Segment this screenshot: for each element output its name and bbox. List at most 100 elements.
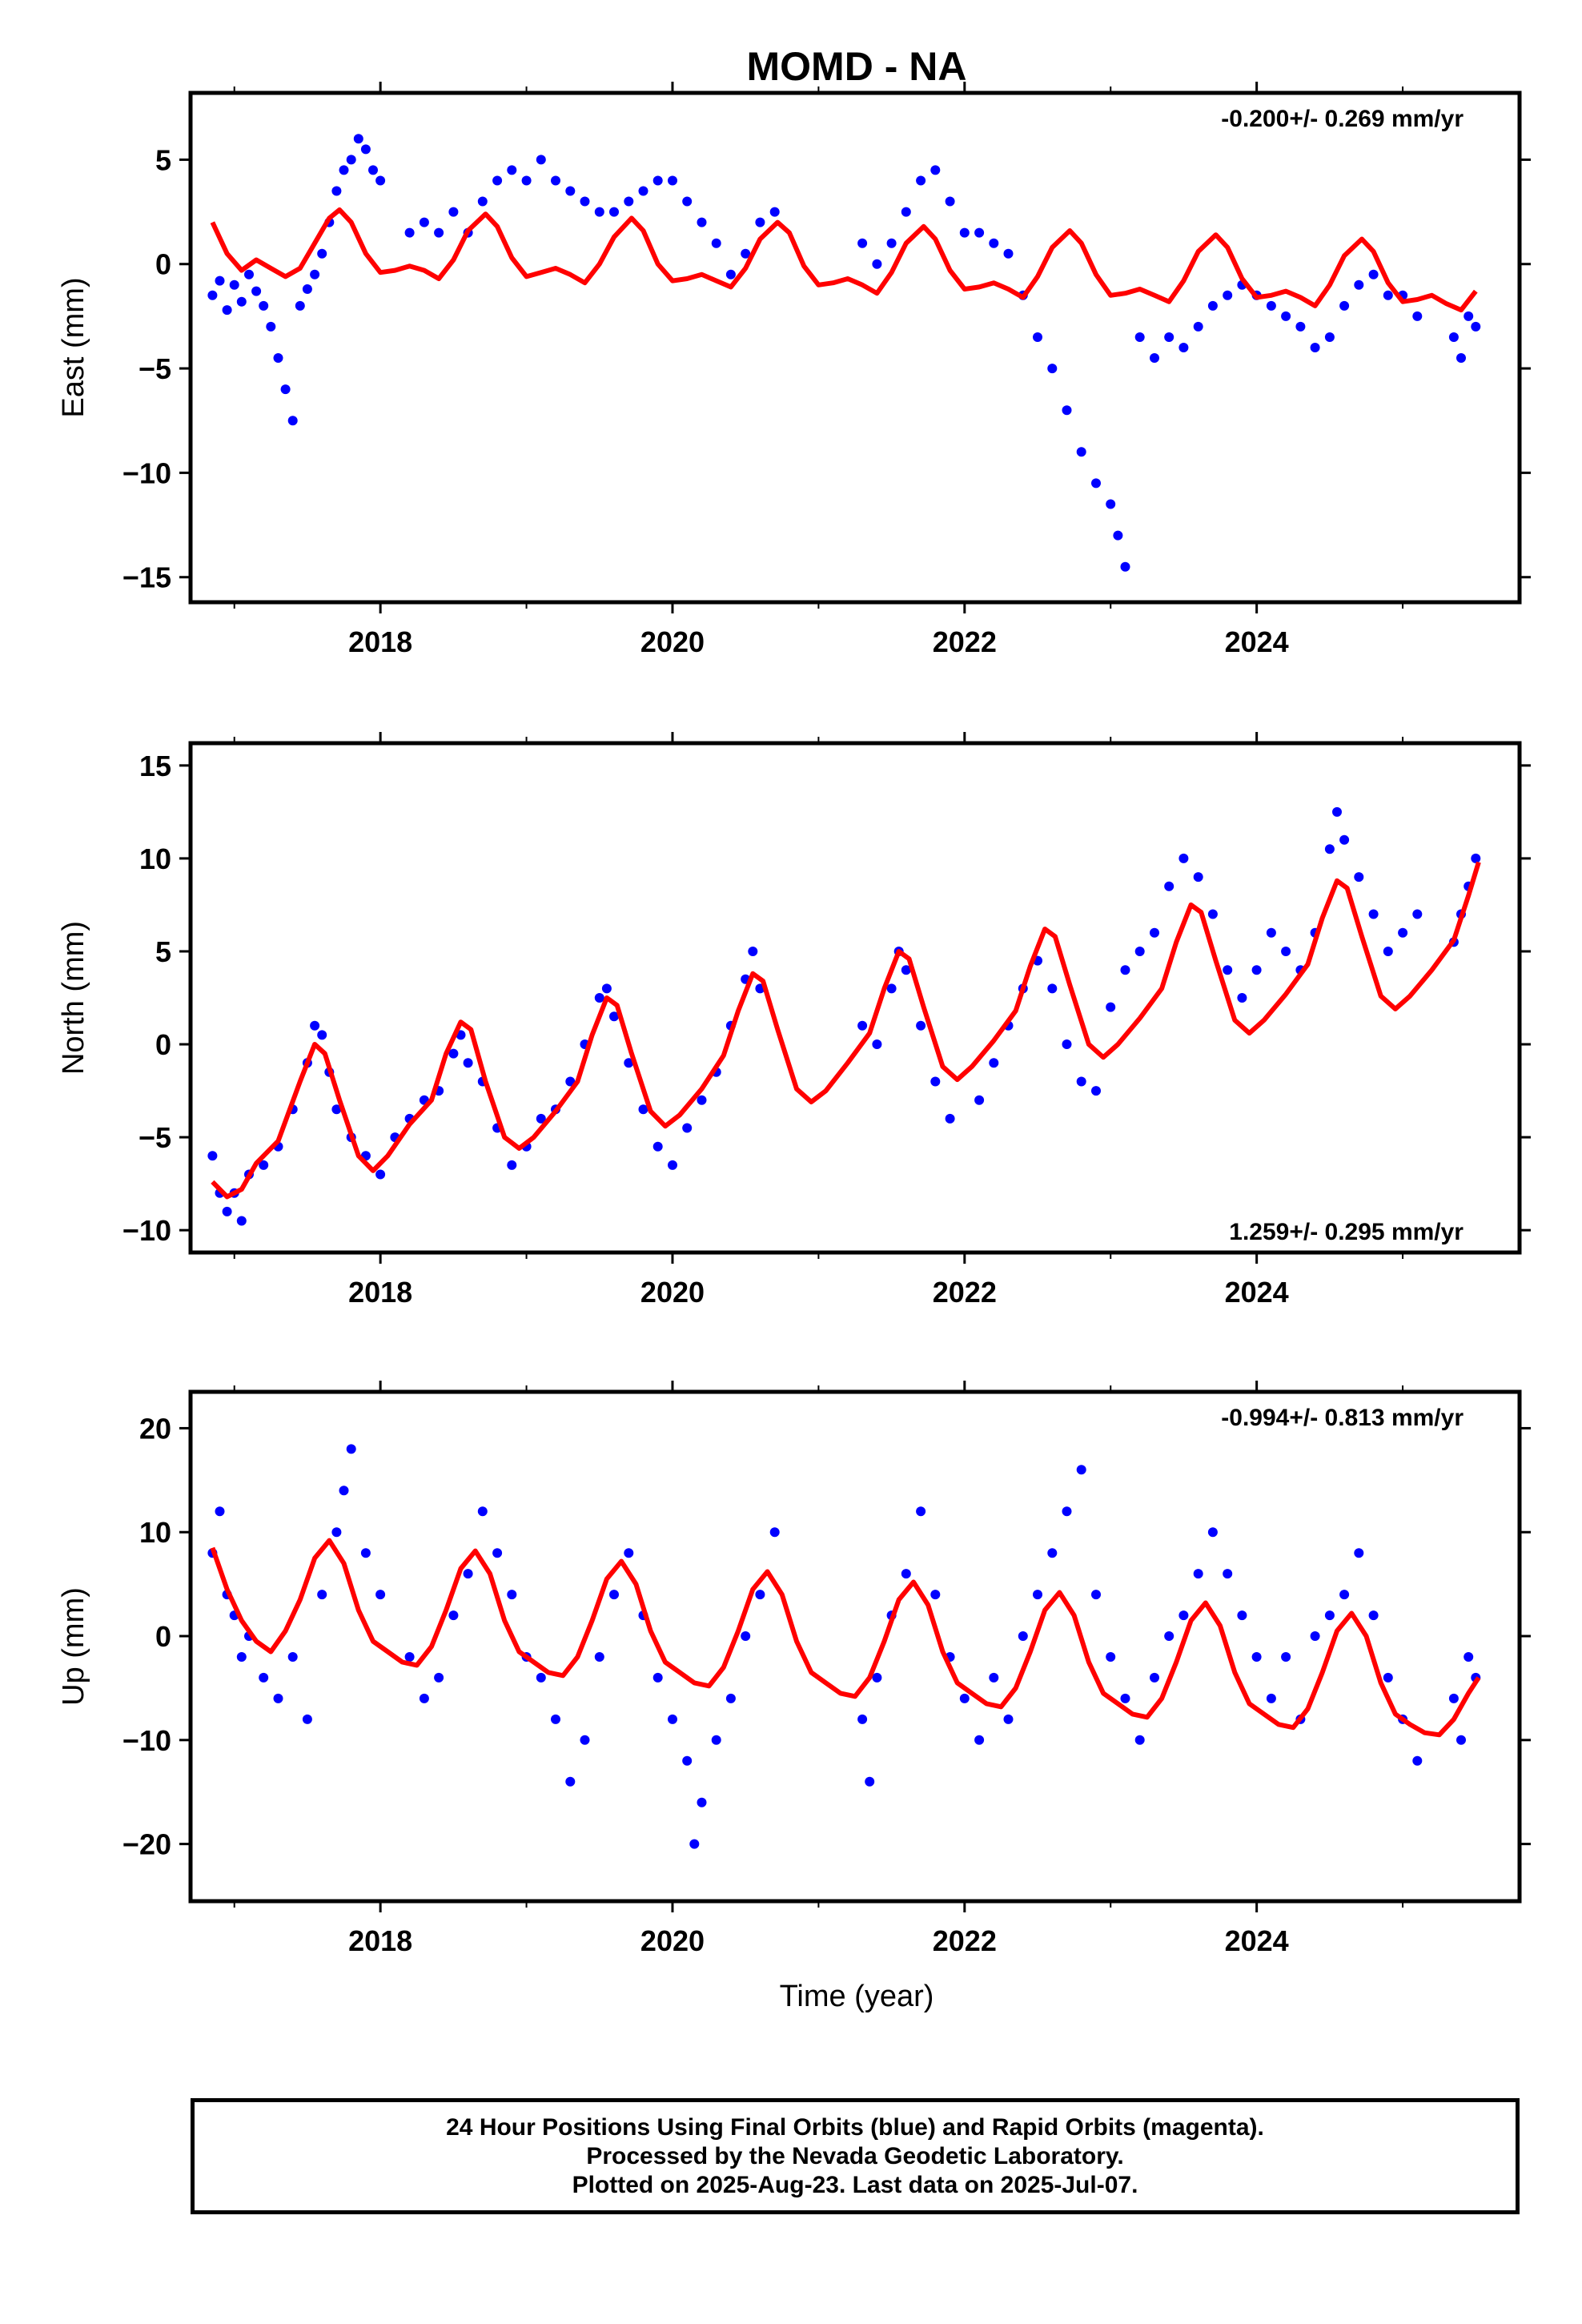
data-point: [609, 1590, 619, 1600]
data-point: [448, 207, 459, 217]
data-point: [638, 186, 648, 196]
data-point: [682, 1755, 693, 1766]
y-tick-label: −10: [122, 456, 171, 489]
data-point: [1310, 1631, 1320, 1641]
data-point: [331, 1104, 342, 1115]
data-point: [1295, 321, 1306, 332]
data-point: [580, 1735, 590, 1745]
y-tick-label: 0: [155, 1620, 171, 1653]
data-point: [492, 1548, 503, 1558]
data-point: [857, 1020, 868, 1031]
data-point: [1018, 1631, 1028, 1641]
data-point: [930, 1590, 941, 1600]
data-point: [1076, 1465, 1086, 1475]
data-point: [273, 353, 283, 363]
data-point: [697, 1797, 707, 1807]
plot-area: [207, 806, 1481, 1226]
data-point: [1456, 1735, 1466, 1745]
data-point: [1047, 364, 1058, 374]
data-point: [1464, 311, 1474, 321]
data-point: [222, 1206, 232, 1216]
data-point: [974, 1095, 985, 1105]
data-point: [652, 175, 663, 186]
data-point: [360, 144, 371, 155]
data-point: [375, 175, 386, 186]
data-point: [434, 1672, 444, 1683]
panels: 5 0 −5 −10 −15 2018 2020 2022 2024 East (mm) -0.20…: [57, 82, 1531, 1957]
data-point: [886, 983, 897, 994]
data-point: [551, 1714, 560, 1724]
data-point: [1207, 300, 1218, 311]
data-point: [989, 238, 999, 248]
x-tick-label: 2020: [640, 1276, 705, 1309]
data-point: [266, 321, 276, 332]
data-point: [1324, 1610, 1335, 1621]
data-point: [1266, 927, 1276, 938]
data-point: [741, 248, 751, 259]
y-tick-label: 0: [155, 1028, 171, 1061]
data-point: [236, 296, 247, 307]
data-point: [668, 175, 677, 186]
data-point: [1266, 1693, 1276, 1703]
data-point: [1134, 1735, 1145, 1745]
data-point: [1193, 872, 1203, 883]
data-point: [339, 1486, 349, 1496]
data-point: [1207, 909, 1218, 919]
data-point: [287, 416, 298, 426]
data-point: [1281, 947, 1291, 956]
velocity-rate-label: -0.994+/- 0.813 mm/yr: [1221, 1405, 1464, 1431]
data-point: [1091, 1086, 1101, 1096]
data-point: [682, 1123, 693, 1133]
data-point: [1354, 279, 1364, 290]
data-point: [1354, 1548, 1364, 1558]
data-point: [215, 1506, 225, 1517]
footer-line-3: Plotted on 2025-Aug-23. Last data on 202…: [572, 2171, 1138, 2198]
data-point: [1223, 1569, 1233, 1579]
data-point: [404, 227, 415, 238]
data-point: [1383, 1672, 1393, 1683]
data-point: [419, 217, 429, 227]
data-point: [317, 1590, 327, 1600]
data-point: [668, 1714, 677, 1724]
data-point: [741, 1631, 751, 1641]
data-point: [725, 1693, 736, 1703]
y-tick-label: −15: [122, 561, 171, 594]
data-point: [507, 1590, 517, 1600]
data-point: [346, 155, 356, 165]
data-point: [697, 217, 707, 227]
data-point: [624, 1058, 634, 1068]
data-point: [536, 1672, 546, 1683]
data-point: [259, 1160, 269, 1170]
y-axis-label: Up (mm): [57, 1587, 90, 1706]
data-point: [711, 1735, 721, 1745]
data-point: [259, 1672, 269, 1683]
data-point: [521, 175, 532, 186]
y-tick-label: 20: [139, 1412, 171, 1445]
y-axis-label: North (mm): [57, 921, 90, 1075]
data-point: [259, 300, 269, 311]
data-point: [652, 1141, 663, 1152]
data-point: [1091, 478, 1101, 489]
footer-line-2: Processed by the Nevada Geodetic Laborat…: [586, 2142, 1124, 2169]
data-point: [310, 1020, 320, 1031]
x-axis-label: Time (year): [780, 1980, 934, 2013]
data-point: [1456, 353, 1466, 363]
data-point: [1120, 965, 1130, 975]
data-point: [1412, 909, 1423, 919]
footer-line-1: 24 Hour Positions Using Final Orbits (bl…: [446, 2113, 1264, 2141]
panel-3: 20 10 0 −10 −20 2018 2020 2022 2024 Up (mm) -0.994…: [57, 1381, 1531, 1957]
data-point: [945, 1113, 955, 1124]
data-point: [711, 238, 721, 248]
data-point: [769, 207, 780, 217]
data-point: [1324, 332, 1335, 342]
data-point: [945, 196, 955, 207]
data-point: [1062, 1506, 1072, 1517]
data-point: [1193, 321, 1203, 332]
data-point: [959, 1693, 970, 1703]
model-fit-line: [210, 1538, 1481, 1738]
data-point: [317, 248, 327, 259]
y-axis-label: East (mm): [57, 277, 90, 417]
data-point: [331, 186, 342, 196]
data-point: [1281, 311, 1291, 321]
y-tick-label: 0: [155, 248, 171, 281]
